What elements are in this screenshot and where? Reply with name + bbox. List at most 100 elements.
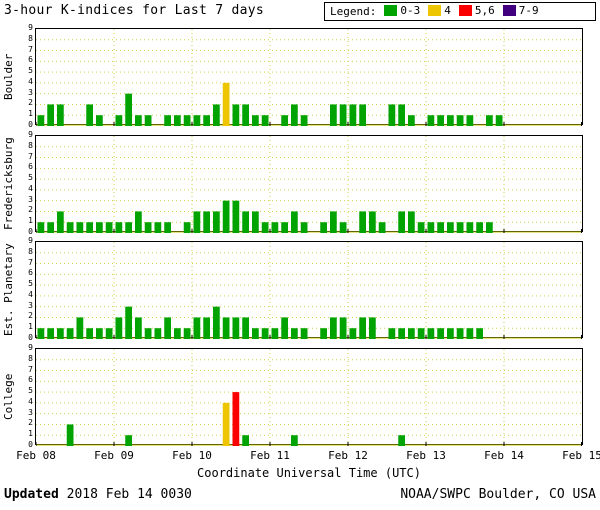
legend-item-label: 0-3 — [400, 4, 421, 17]
k-index-bar — [242, 211, 249, 233]
legend-items: 0-3 4 5,6 7-9 — [376, 4, 539, 19]
k-index-bar — [164, 222, 171, 233]
k-index-bar — [174, 115, 181, 126]
legend-item: 5,6 — [458, 4, 495, 17]
x-tick-label: Feb 14 — [484, 449, 524, 462]
k-index-bar — [437, 115, 444, 126]
k-index-bar — [125, 435, 132, 446]
k-index-bar — [203, 317, 210, 339]
y-tick-label: 6 — [28, 375, 33, 385]
k-index-bar — [222, 402, 230, 446]
k-index-bar — [222, 317, 230, 339]
y-tick-label: 4 — [28, 396, 33, 406]
k-index-bar — [456, 115, 464, 126]
k-index-bar — [66, 328, 74, 339]
y-tick-label: 6 — [28, 268, 33, 278]
x-axis-title: Coordinate Universal Time (UTC) — [197, 466, 421, 480]
y-tick-label: 1 — [28, 216, 33, 226]
y-tick-label: 0 — [28, 440, 33, 449]
x-tick-label: Feb 11 — [250, 449, 290, 462]
station-label: College — [2, 373, 15, 420]
k-index-bar — [203, 211, 210, 233]
updated-text: Updated 2018 Feb 14 0030 — [4, 487, 192, 502]
k-index-bar — [291, 328, 298, 339]
k-index-bar — [193, 211, 201, 233]
k-index-bar — [271, 328, 279, 339]
k-index-bar — [232, 200, 240, 233]
legend: Legend: 0-3 4 5,6 7-9 — [324, 2, 596, 21]
y-tick-label: 7 — [28, 44, 33, 54]
k-index-bar — [164, 115, 171, 126]
k-index-bar — [144, 222, 152, 233]
x-tick-label: Feb 12 — [328, 449, 368, 462]
k-index-bar — [349, 328, 357, 339]
y-tick-label: 9 — [28, 236, 33, 245]
k-index-bar — [135, 317, 142, 339]
k-index-bar — [417, 328, 425, 339]
plot-area — [35, 28, 583, 126]
k-index-bar — [232, 392, 240, 446]
k-index-bar — [57, 328, 64, 339]
k-index-bar — [300, 222, 308, 233]
k-index-bar — [339, 222, 347, 233]
plot-area — [35, 348, 583, 446]
y-tick-label: 9 — [28, 23, 33, 32]
k-index-bar — [330, 104, 337, 126]
updated-label: Updated — [4, 487, 59, 502]
y-tick-label: 2 — [28, 418, 33, 428]
k-index-bar — [476, 328, 483, 339]
k-index-bar — [115, 317, 123, 339]
k-index-bar — [76, 222, 84, 233]
panel-fredericksburg: Fredericksburg 0 1 2 3 4 5 6 7 8 9 — [0, 131, 600, 236]
k-index-bar — [252, 115, 259, 126]
k-index-bar — [57, 211, 64, 233]
y-tick-label: 2 — [28, 205, 33, 215]
x-tick-label: Feb 10 — [172, 449, 212, 462]
x-tick-label: Feb 08 — [16, 449, 56, 462]
k-index-bar — [486, 115, 493, 126]
k-index-bar — [408, 328, 415, 339]
k-index-bar — [47, 104, 54, 126]
k-index-bar — [96, 328, 103, 339]
y-tick-label: 5 — [28, 66, 33, 76]
k-index-bar — [105, 328, 113, 339]
k-index-bar — [427, 115, 435, 126]
k-index-bar — [398, 211, 405, 233]
legend-item: 0-3 — [384, 4, 420, 17]
y-tick-label: 0 — [28, 120, 33, 129]
chart-footer: Updated 2018 Feb 14 0030 NOAA/SWPC Bould… — [4, 487, 596, 502]
k-index-bar — [388, 328, 396, 339]
k-index-bar — [369, 211, 376, 233]
k-index-bar — [66, 424, 74, 446]
k-index-bar — [105, 222, 113, 233]
k-index-bar — [47, 222, 54, 233]
y-tick-label: 1 — [28, 322, 33, 332]
k-index-bar — [144, 115, 152, 126]
station-label: Fredericksburg — [2, 137, 15, 230]
k-index-bar — [271, 222, 279, 233]
k-index-bar — [437, 328, 444, 339]
x-axis-ticks: Feb 08 Feb 09 Feb 10 Feb 11 Feb 12 Feb 13 Feb … — [0, 449, 600, 463]
legend-swatch — [384, 5, 398, 16]
y-tick-label: 8 — [28, 353, 33, 363]
y-tick-label: 6 — [28, 162, 33, 172]
y-tick-label: 5 — [28, 173, 33, 183]
k-index-bar — [398, 435, 405, 446]
k-index-bar — [164, 317, 171, 339]
legend-item: 4 — [428, 4, 451, 17]
y-tick-label: 8 — [28, 33, 33, 43]
k-index-bar — [193, 115, 201, 126]
y-tick-label: 5 — [28, 279, 33, 289]
k-index-bar — [466, 328, 474, 339]
k-index-bar — [135, 115, 142, 126]
legend-item-label: 7-9 — [518, 4, 539, 17]
k-index-bar — [213, 104, 220, 126]
y-tick-label: 3 — [28, 407, 33, 417]
legend-label: Legend: — [330, 5, 377, 18]
k-index-bar — [125, 93, 132, 126]
k-index-bar — [86, 328, 93, 339]
legend-swatch — [502, 5, 516, 16]
k-index-bar — [398, 328, 405, 339]
y-tick-label: 7 — [28, 364, 33, 374]
panel-boulder: Boulder 0 1 2 3 4 5 6 7 8 9 — [0, 24, 600, 129]
